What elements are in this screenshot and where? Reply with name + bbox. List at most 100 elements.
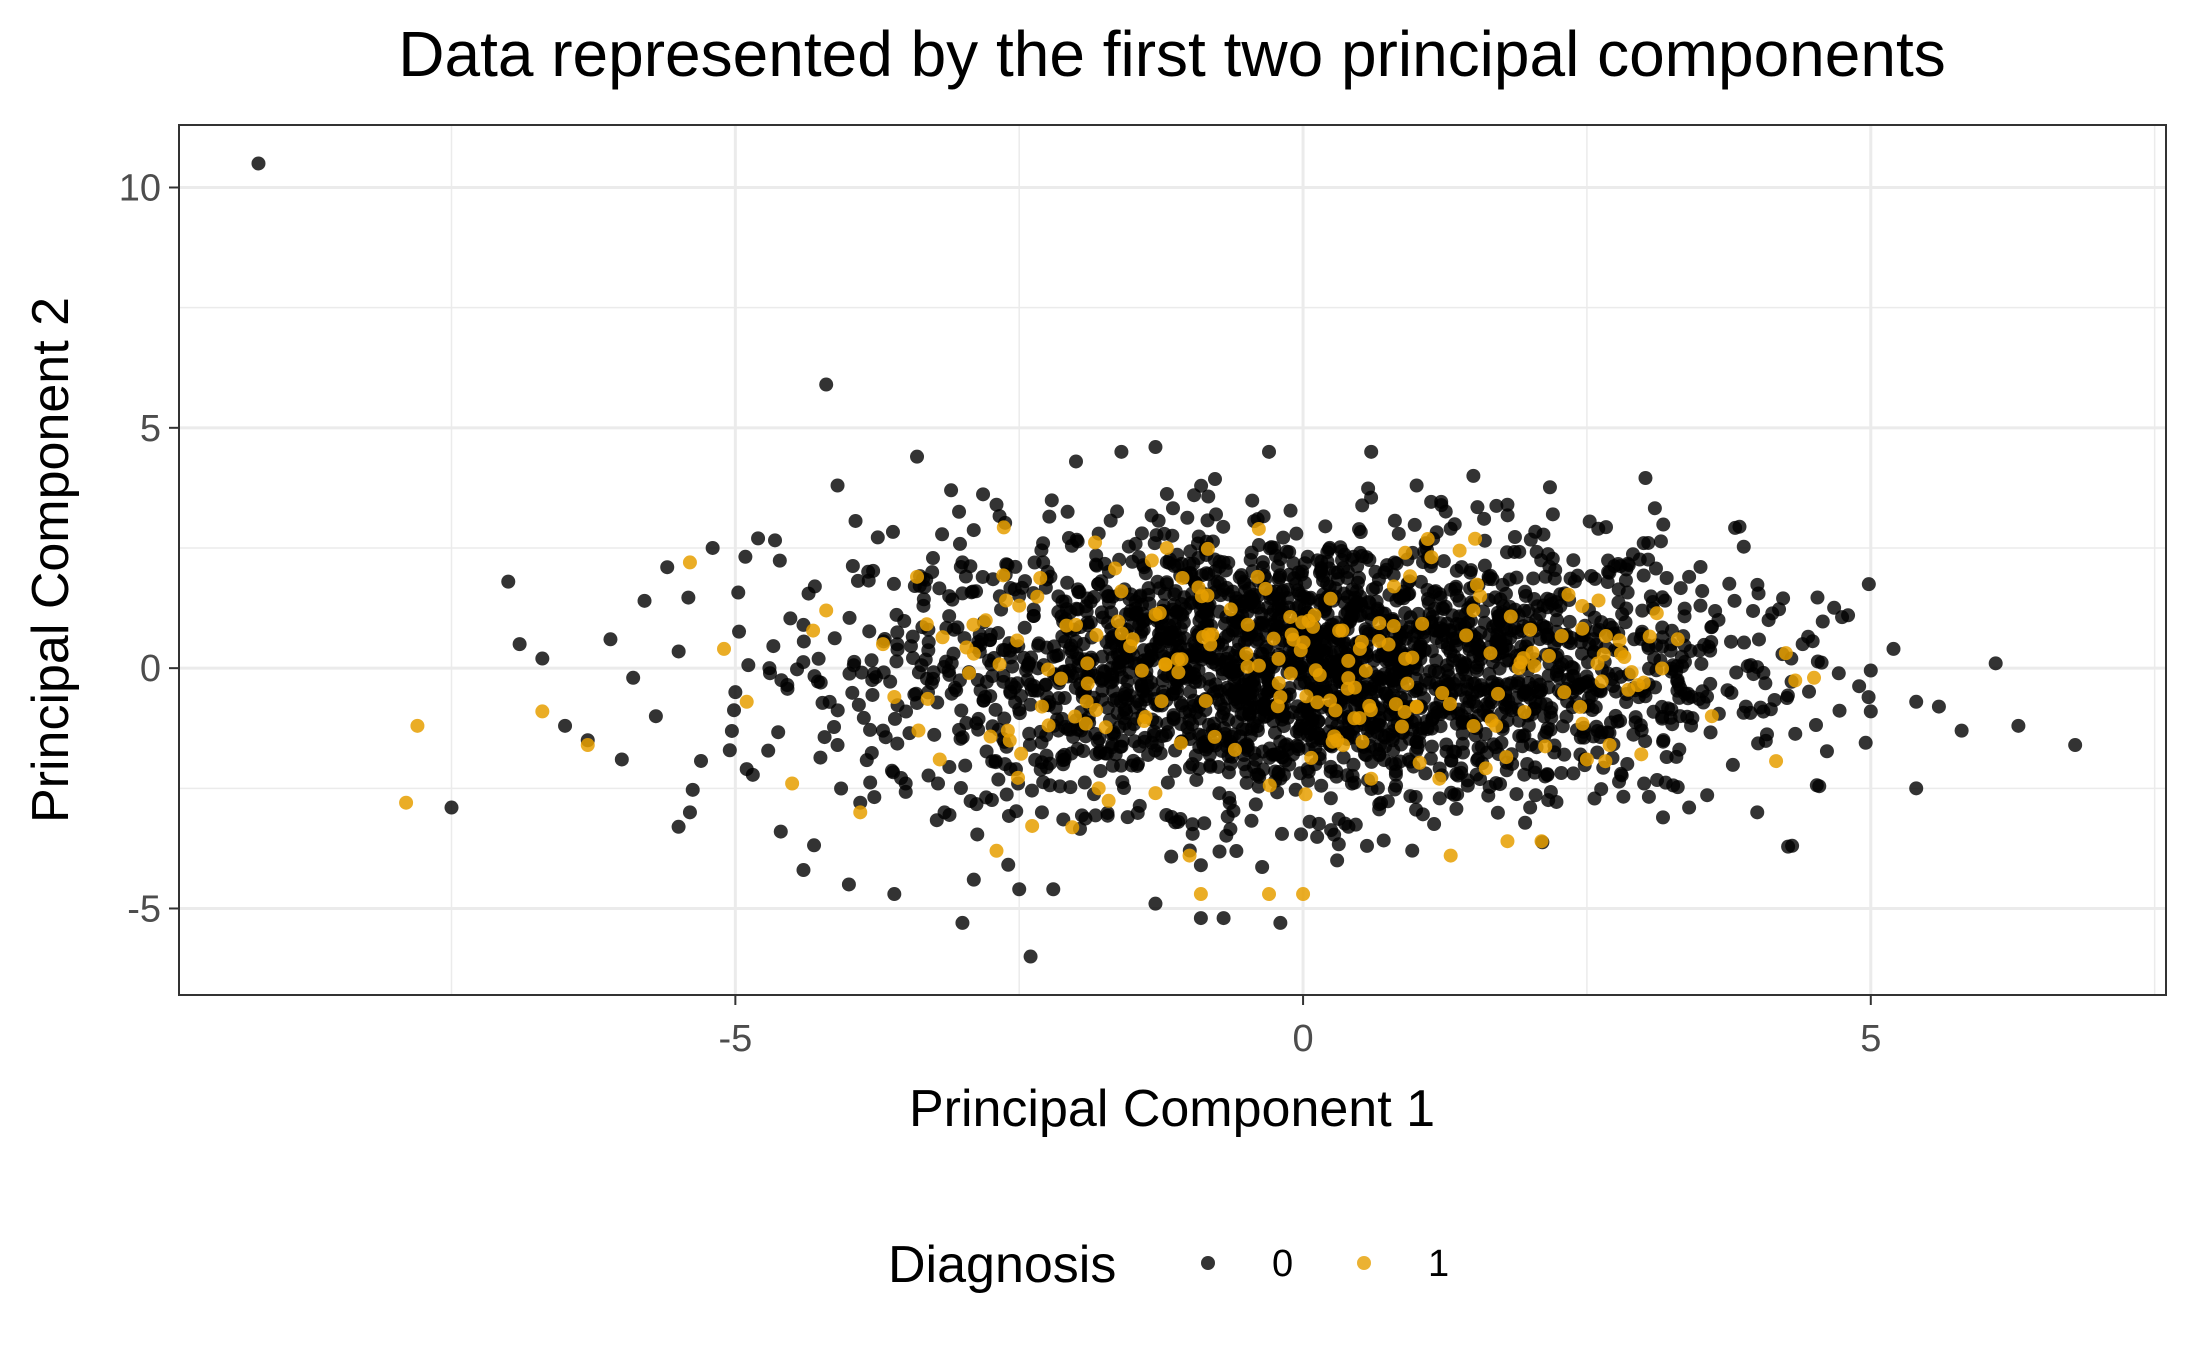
data-point-diagnosis-0 — [1653, 534, 1668, 549]
data-point-diagnosis-0 — [1282, 545, 1297, 560]
data-point-diagnosis-1 — [1011, 770, 1026, 785]
data-point-diagnosis-0 — [970, 827, 985, 842]
data-point-diagnosis-0 — [853, 795, 868, 810]
data-point-diagnosis-0 — [1132, 798, 1147, 813]
data-point-diagnosis-1 — [1403, 569, 1418, 584]
data-point-diagnosis-0 — [1273, 771, 1288, 786]
data-point-diagnosis-0 — [1133, 697, 1148, 712]
data-point-diagnosis-0 — [867, 790, 882, 805]
data-point-diagnosis-0 — [671, 819, 686, 834]
data-point-diagnosis-0 — [981, 653, 996, 668]
data-point-diagnosis-0 — [976, 487, 991, 502]
data-point-diagnosis-0 — [1751, 736, 1766, 751]
data-point-diagnosis-0 — [1174, 597, 1189, 612]
data-point-diagnosis-0 — [1594, 782, 1609, 797]
data-point-diagnosis-0 — [1290, 583, 1305, 598]
data-point-diagnosis-1 — [1398, 545, 1413, 560]
data-point-diagnosis-0 — [1447, 787, 1462, 802]
y-tick-label: 0 — [140, 648, 161, 690]
x-tick-label: 5 — [1860, 1018, 1881, 1060]
data-point-diagnosis-0 — [866, 563, 881, 578]
data-point-diagnosis-1 — [682, 555, 697, 570]
data-point-diagnosis-1 — [1223, 602, 1238, 617]
data-point-diagnosis-0 — [771, 725, 786, 740]
data-point-diagnosis-0 — [732, 624, 747, 639]
data-point-diagnosis-0 — [1160, 725, 1175, 740]
data-point-diagnosis-0 — [1658, 775, 1673, 790]
data-point-diagnosis-0 — [1377, 753, 1392, 768]
data-point-diagnosis-0 — [851, 697, 866, 712]
data-point-diagnosis-1 — [1500, 834, 1515, 849]
data-point-diagnosis-0 — [1743, 658, 1758, 673]
data-point-diagnosis-0 — [1756, 665, 1771, 680]
data-point-diagnosis-0 — [991, 772, 1006, 787]
data-point-diagnosis-1 — [1205, 627, 1220, 642]
data-point-diagnosis-0 — [1001, 857, 1016, 872]
data-point-diagnosis-0 — [1529, 674, 1544, 689]
data-point-diagnosis-0 — [1500, 508, 1515, 523]
data-point-diagnosis-0 — [1482, 779, 1497, 794]
data-point-diagnosis-0 — [1461, 615, 1476, 630]
data-point-diagnosis-1 — [1386, 619, 1401, 634]
data-point-diagnosis-0 — [1638, 471, 1653, 486]
data-point-diagnosis-0 — [1527, 765, 1542, 780]
data-point-diagnosis-0 — [955, 555, 970, 570]
data-point-diagnosis-0 — [1618, 615, 1633, 630]
data-point-diagnosis-0 — [830, 478, 845, 493]
data-point-diagnosis-0 — [1240, 739, 1255, 754]
data-point-diagnosis-0 — [1635, 603, 1650, 618]
data-point-diagnosis-0 — [1155, 673, 1170, 688]
data-point-diagnosis-0 — [1005, 659, 1020, 674]
data-point-diagnosis-0 — [761, 743, 776, 758]
data-point-diagnosis-0 — [1672, 742, 1687, 757]
data-point-diagnosis-0 — [2068, 738, 2083, 753]
data-point-diagnosis-0 — [1737, 635, 1752, 650]
data-point-diagnosis-0 — [1046, 649, 1061, 664]
data-point-diagnosis-0 — [1535, 618, 1550, 633]
data-point-diagnosis-1 — [1466, 719, 1481, 734]
data-point-diagnosis-0 — [942, 609, 957, 624]
data-point-diagnosis-1 — [1432, 771, 1447, 786]
data-point-diagnosis-1 — [1397, 704, 1412, 719]
data-point-diagnosis-1 — [1266, 631, 1281, 646]
data-point-diagnosis-0 — [1728, 520, 1743, 535]
data-point-diagnosis-0 — [1814, 655, 1829, 670]
data-point-diagnosis-0 — [817, 730, 832, 745]
data-point-diagnosis-1 — [1424, 550, 1439, 565]
data-point-diagnosis-0 — [1560, 672, 1575, 687]
x-tick-label: -5 — [718, 1018, 752, 1060]
data-point-diagnosis-0 — [1207, 472, 1222, 487]
data-point-diagnosis-0 — [1776, 591, 1791, 606]
data-point-diagnosis-0 — [1607, 559, 1622, 574]
data-point-diagnosis-0 — [1539, 725, 1554, 740]
data-point-diagnosis-1 — [1394, 719, 1409, 734]
data-point-diagnosis-0 — [1772, 602, 1787, 617]
data-point-diagnosis-0 — [1380, 794, 1395, 809]
data-point-diagnosis-0 — [1909, 694, 1924, 709]
data-point-diagnosis-0 — [952, 504, 967, 519]
data-point-diagnosis-0 — [1282, 567, 1297, 582]
data-point-diagnosis-0 — [909, 695, 924, 710]
data-point-diagnosis-0 — [1099, 584, 1114, 599]
data-point-diagnosis-0 — [1328, 658, 1343, 673]
data-point-diagnosis-0 — [1827, 600, 1842, 615]
data-point-diagnosis-0 — [982, 632, 997, 647]
data-point-diagnosis-0 — [1659, 571, 1674, 586]
data-point-diagnosis-0 — [890, 642, 905, 657]
data-point-diagnosis-0 — [890, 736, 905, 751]
data-point-diagnosis-0 — [1645, 594, 1660, 609]
data-point-diagnosis-0 — [1347, 775, 1362, 790]
data-point-diagnosis-1 — [1358, 663, 1373, 678]
data-point-diagnosis-0 — [889, 607, 904, 622]
data-point-diagnosis-0 — [1549, 595, 1564, 610]
data-point-diagnosis-0 — [1812, 779, 1827, 794]
data-point-diagnosis-0 — [1237, 757, 1252, 772]
data-point-diagnosis-0 — [1121, 539, 1136, 554]
data-point-diagnosis-1 — [1352, 641, 1367, 656]
data-point-diagnosis-0 — [1208, 677, 1223, 692]
data-point-diagnosis-1 — [1517, 705, 1532, 720]
data-point-diagnosis-0 — [1751, 586, 1766, 601]
data-point-diagnosis-0 — [728, 685, 743, 700]
data-point-diagnosis-0 — [1509, 787, 1524, 802]
